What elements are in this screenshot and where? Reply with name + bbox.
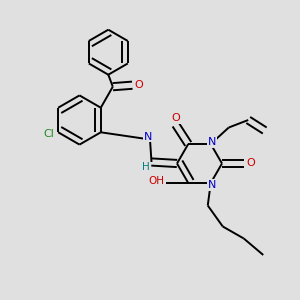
Text: O: O: [134, 80, 143, 90]
Text: Cl: Cl: [43, 129, 54, 139]
Text: O: O: [171, 113, 180, 123]
Text: H: H: [142, 162, 150, 172]
Text: N: N: [208, 180, 216, 190]
Text: N: N: [144, 131, 153, 142]
Text: OH: OH: [149, 176, 165, 187]
Text: O: O: [247, 158, 256, 169]
Text: N: N: [208, 136, 216, 147]
